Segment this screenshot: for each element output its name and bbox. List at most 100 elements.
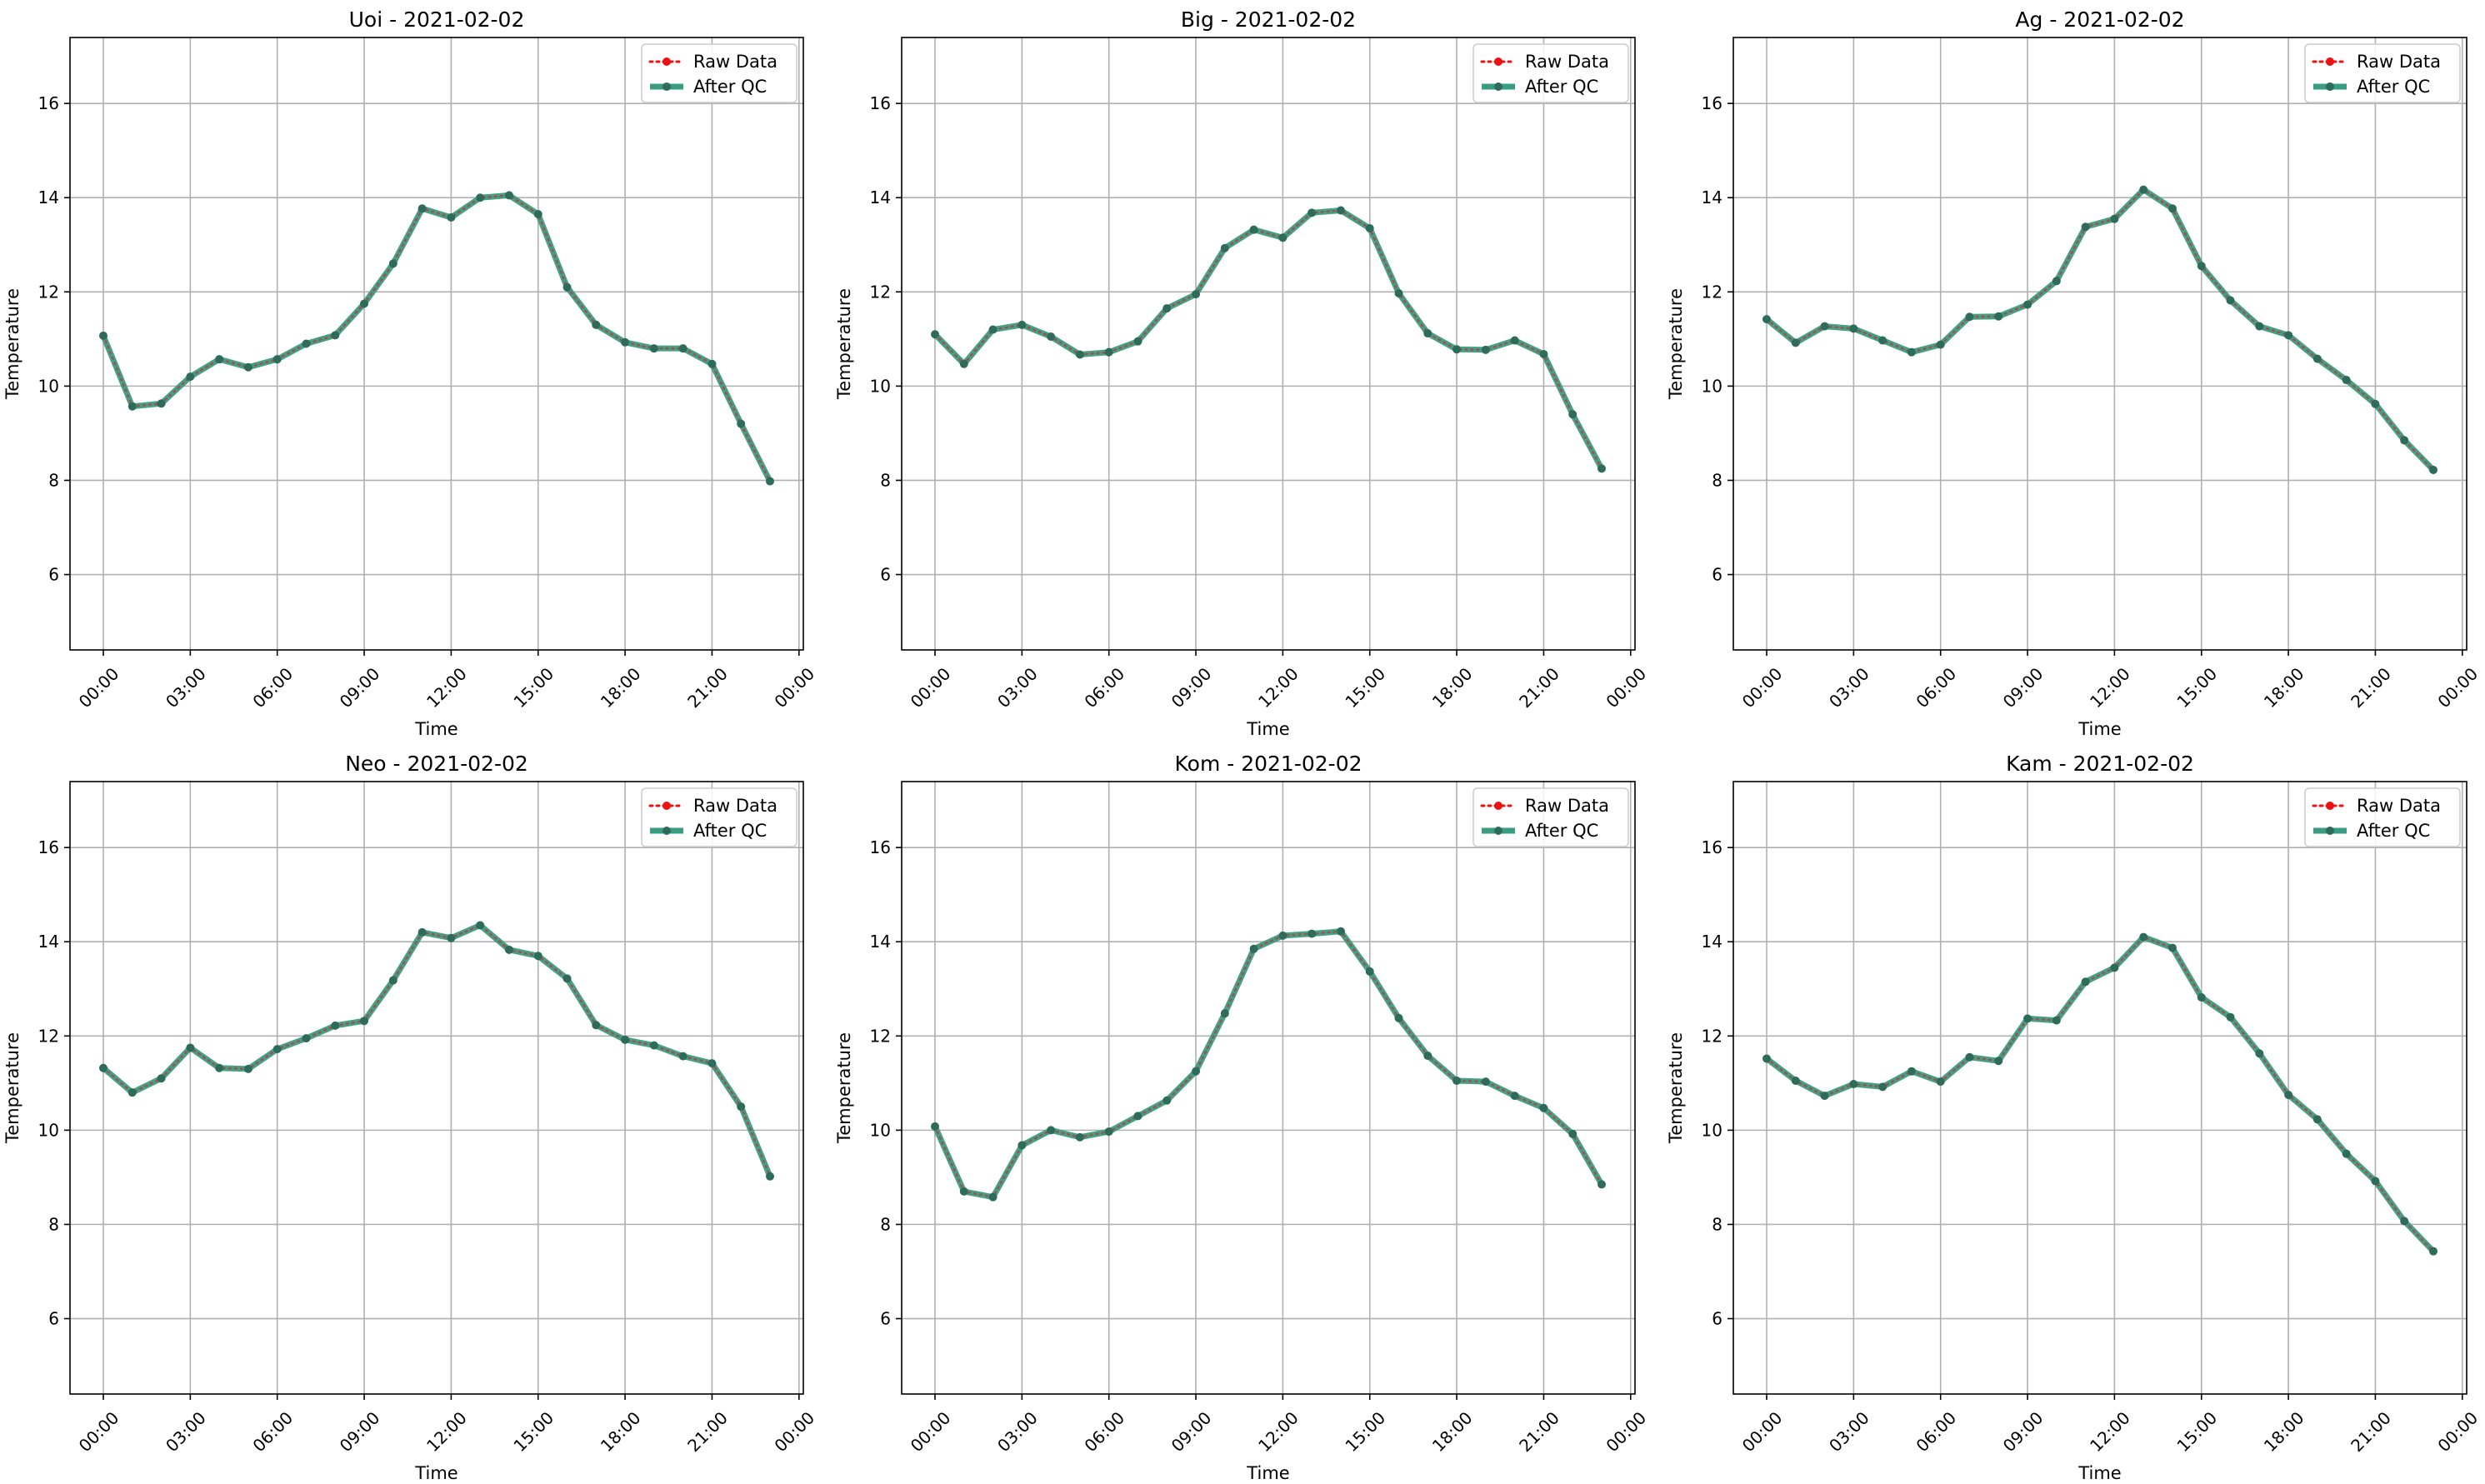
after-qc-point xyxy=(1278,931,1288,940)
x-axis-label: Time xyxy=(414,719,458,739)
after-qc-point xyxy=(2023,1014,2032,1023)
x-tick-label: 09:00 xyxy=(1999,1407,2048,1456)
x-tick-label: 18:00 xyxy=(597,663,645,712)
after-qc-point xyxy=(243,362,252,372)
x-tick-label: 00:00 xyxy=(1738,663,1787,712)
x-tick-label: 12:00 xyxy=(2086,1407,2134,1456)
after-qc-point xyxy=(1791,1077,1800,1086)
after-qc-point xyxy=(2429,1247,2438,1256)
after-qc-point xyxy=(1849,324,1858,333)
after-qc-point xyxy=(737,1102,746,1112)
x-tick-label: 03:00 xyxy=(162,1407,210,1456)
after-qc-point xyxy=(360,299,369,308)
y-tick-label: 14 xyxy=(1702,932,1722,952)
after-qc-point xyxy=(2371,1177,2380,1186)
after-qc-point xyxy=(243,1064,252,1073)
legend: Raw Data After QC xyxy=(1472,787,1629,847)
after-qc-point xyxy=(1249,225,1258,234)
after-qc-point xyxy=(2400,436,2409,445)
x-tick-label: 18:00 xyxy=(1428,1407,1477,1456)
after-qc-point xyxy=(1394,1013,1403,1022)
axes-frame xyxy=(1732,781,2468,1395)
x-tick-label: 18:00 xyxy=(597,1407,645,1456)
y-tick-label: 14 xyxy=(870,187,891,207)
legend-raw-data-label: Raw Data xyxy=(693,52,778,72)
y-tick-label: 8 xyxy=(48,470,59,490)
after-qc-point xyxy=(1336,927,1345,936)
y-tick-label: 10 xyxy=(38,376,59,396)
legend-raw-data-marker xyxy=(662,802,671,810)
after-qc-point xyxy=(1047,332,1056,342)
after-qc-point xyxy=(2371,399,2380,408)
after-qc-point xyxy=(2284,331,2293,340)
after-qc-point xyxy=(562,974,572,983)
after-qc-point xyxy=(2197,992,2206,1002)
after-qc-point xyxy=(1423,1052,1432,1061)
x-tick-label: 00:00 xyxy=(770,663,818,712)
after-qc-point xyxy=(2081,977,2090,987)
after-qc-point xyxy=(2110,963,2119,972)
after-qc-point xyxy=(157,1074,166,1083)
after-qc-point xyxy=(302,1034,311,1043)
x-tick-label: 21:00 xyxy=(683,1407,732,1456)
x-tick-label: 03:00 xyxy=(1825,663,1873,712)
after-qc-point xyxy=(272,355,282,364)
after-qc-point xyxy=(2168,943,2177,952)
y-tick-label: 12 xyxy=(1702,1026,1722,1046)
after-qc-point xyxy=(1452,345,1462,354)
after-qc-point xyxy=(2139,932,2148,942)
y-tick-label: 12 xyxy=(870,282,891,302)
subplot: 6 8 10 12 14 16 00:00 03:00 06:00 09:00 12:00 15:00… xyxy=(1666,7,2482,739)
after-qc-point xyxy=(1162,1096,1172,1105)
after-qc-point xyxy=(931,330,939,339)
y-tick-label: 16 xyxy=(38,837,59,857)
series-after-qc-line xyxy=(1763,934,2437,1255)
after-qc-point xyxy=(1220,1009,1229,1018)
after-qc-point xyxy=(1907,1067,1916,1076)
after-qc-point xyxy=(2312,354,2322,363)
y-tick-label: 14 xyxy=(1702,187,1722,207)
after-qc-point xyxy=(1365,223,1374,232)
after-qc-point xyxy=(678,344,688,353)
after-qc-point xyxy=(1047,1126,1056,1135)
after-qc-point xyxy=(1018,1141,1027,1150)
x-tick-label: 21:00 xyxy=(2347,663,2395,712)
after-qc-point xyxy=(1018,320,1027,329)
x-tick-label: 00:00 xyxy=(2433,1407,2482,1456)
x-tick-label: 06:00 xyxy=(1080,1407,1128,1456)
after-qc-point xyxy=(1568,410,1578,419)
after-qc-point xyxy=(1220,243,1229,252)
series-raw-data-line xyxy=(1765,936,2435,1252)
y-tick-label: 14 xyxy=(870,932,891,952)
after-qc-point xyxy=(1278,233,1288,242)
series-after-qc-line xyxy=(932,207,1605,472)
legend: Raw Data After QC xyxy=(641,787,798,847)
x-tick-label: 06:00 xyxy=(1912,663,1960,712)
after-qc-point xyxy=(2226,296,2235,305)
subplot-title: Uoi - 2021-02-02 xyxy=(349,7,525,32)
after-qc-point xyxy=(2400,1217,2409,1226)
after-qc-point xyxy=(272,1045,282,1054)
axes-frame xyxy=(901,37,1636,651)
after-qc-point xyxy=(1192,290,1201,299)
after-qc-point xyxy=(766,477,774,486)
series-raw-data-line xyxy=(933,209,1603,470)
y-tick-label: 16 xyxy=(870,837,891,857)
after-qc-point xyxy=(1510,1092,1519,1101)
after-qc-point xyxy=(708,359,717,368)
subplot: 6 8 10 12 14 16 00:00 03:00 06:00 09:00 12:00 15:00… xyxy=(2,752,818,1483)
x-tick-label: 15:00 xyxy=(1341,1407,1389,1456)
y-axis-label: Temperature xyxy=(2,288,22,400)
legend-after-qc-label: After QC xyxy=(2357,77,2430,97)
x-tick-label: 00:00 xyxy=(907,1407,955,1456)
x-tick-label: 03:00 xyxy=(993,663,1042,712)
series-after-qc-line xyxy=(1763,187,2437,473)
after-qc-point xyxy=(1481,345,1490,354)
subplot-title: Ag - 2021-02-02 xyxy=(2015,7,2184,32)
x-tick-label: 06:00 xyxy=(248,663,297,712)
after-qc-point xyxy=(2168,204,2177,213)
after-qc-point xyxy=(1423,329,1432,338)
x-tick-label: 00:00 xyxy=(1602,1407,1650,1456)
after-qc-point xyxy=(988,325,998,334)
